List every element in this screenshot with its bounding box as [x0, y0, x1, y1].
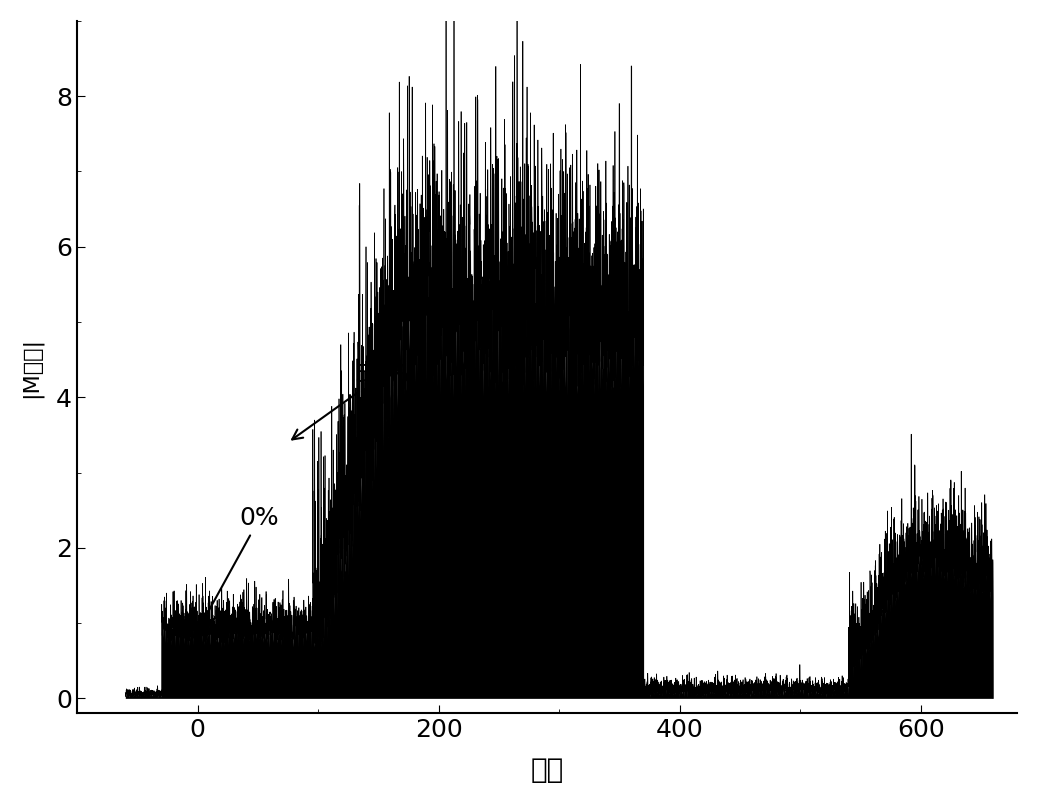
X-axis label: 列号: 列号	[530, 756, 564, 784]
Text: 0%: 0%	[194, 506, 279, 638]
Y-axis label: |M偶次|: |M偶次|	[21, 336, 43, 398]
Text: 50%: 50%	[292, 363, 410, 440]
Text: 100%: 100%	[359, 551, 535, 578]
